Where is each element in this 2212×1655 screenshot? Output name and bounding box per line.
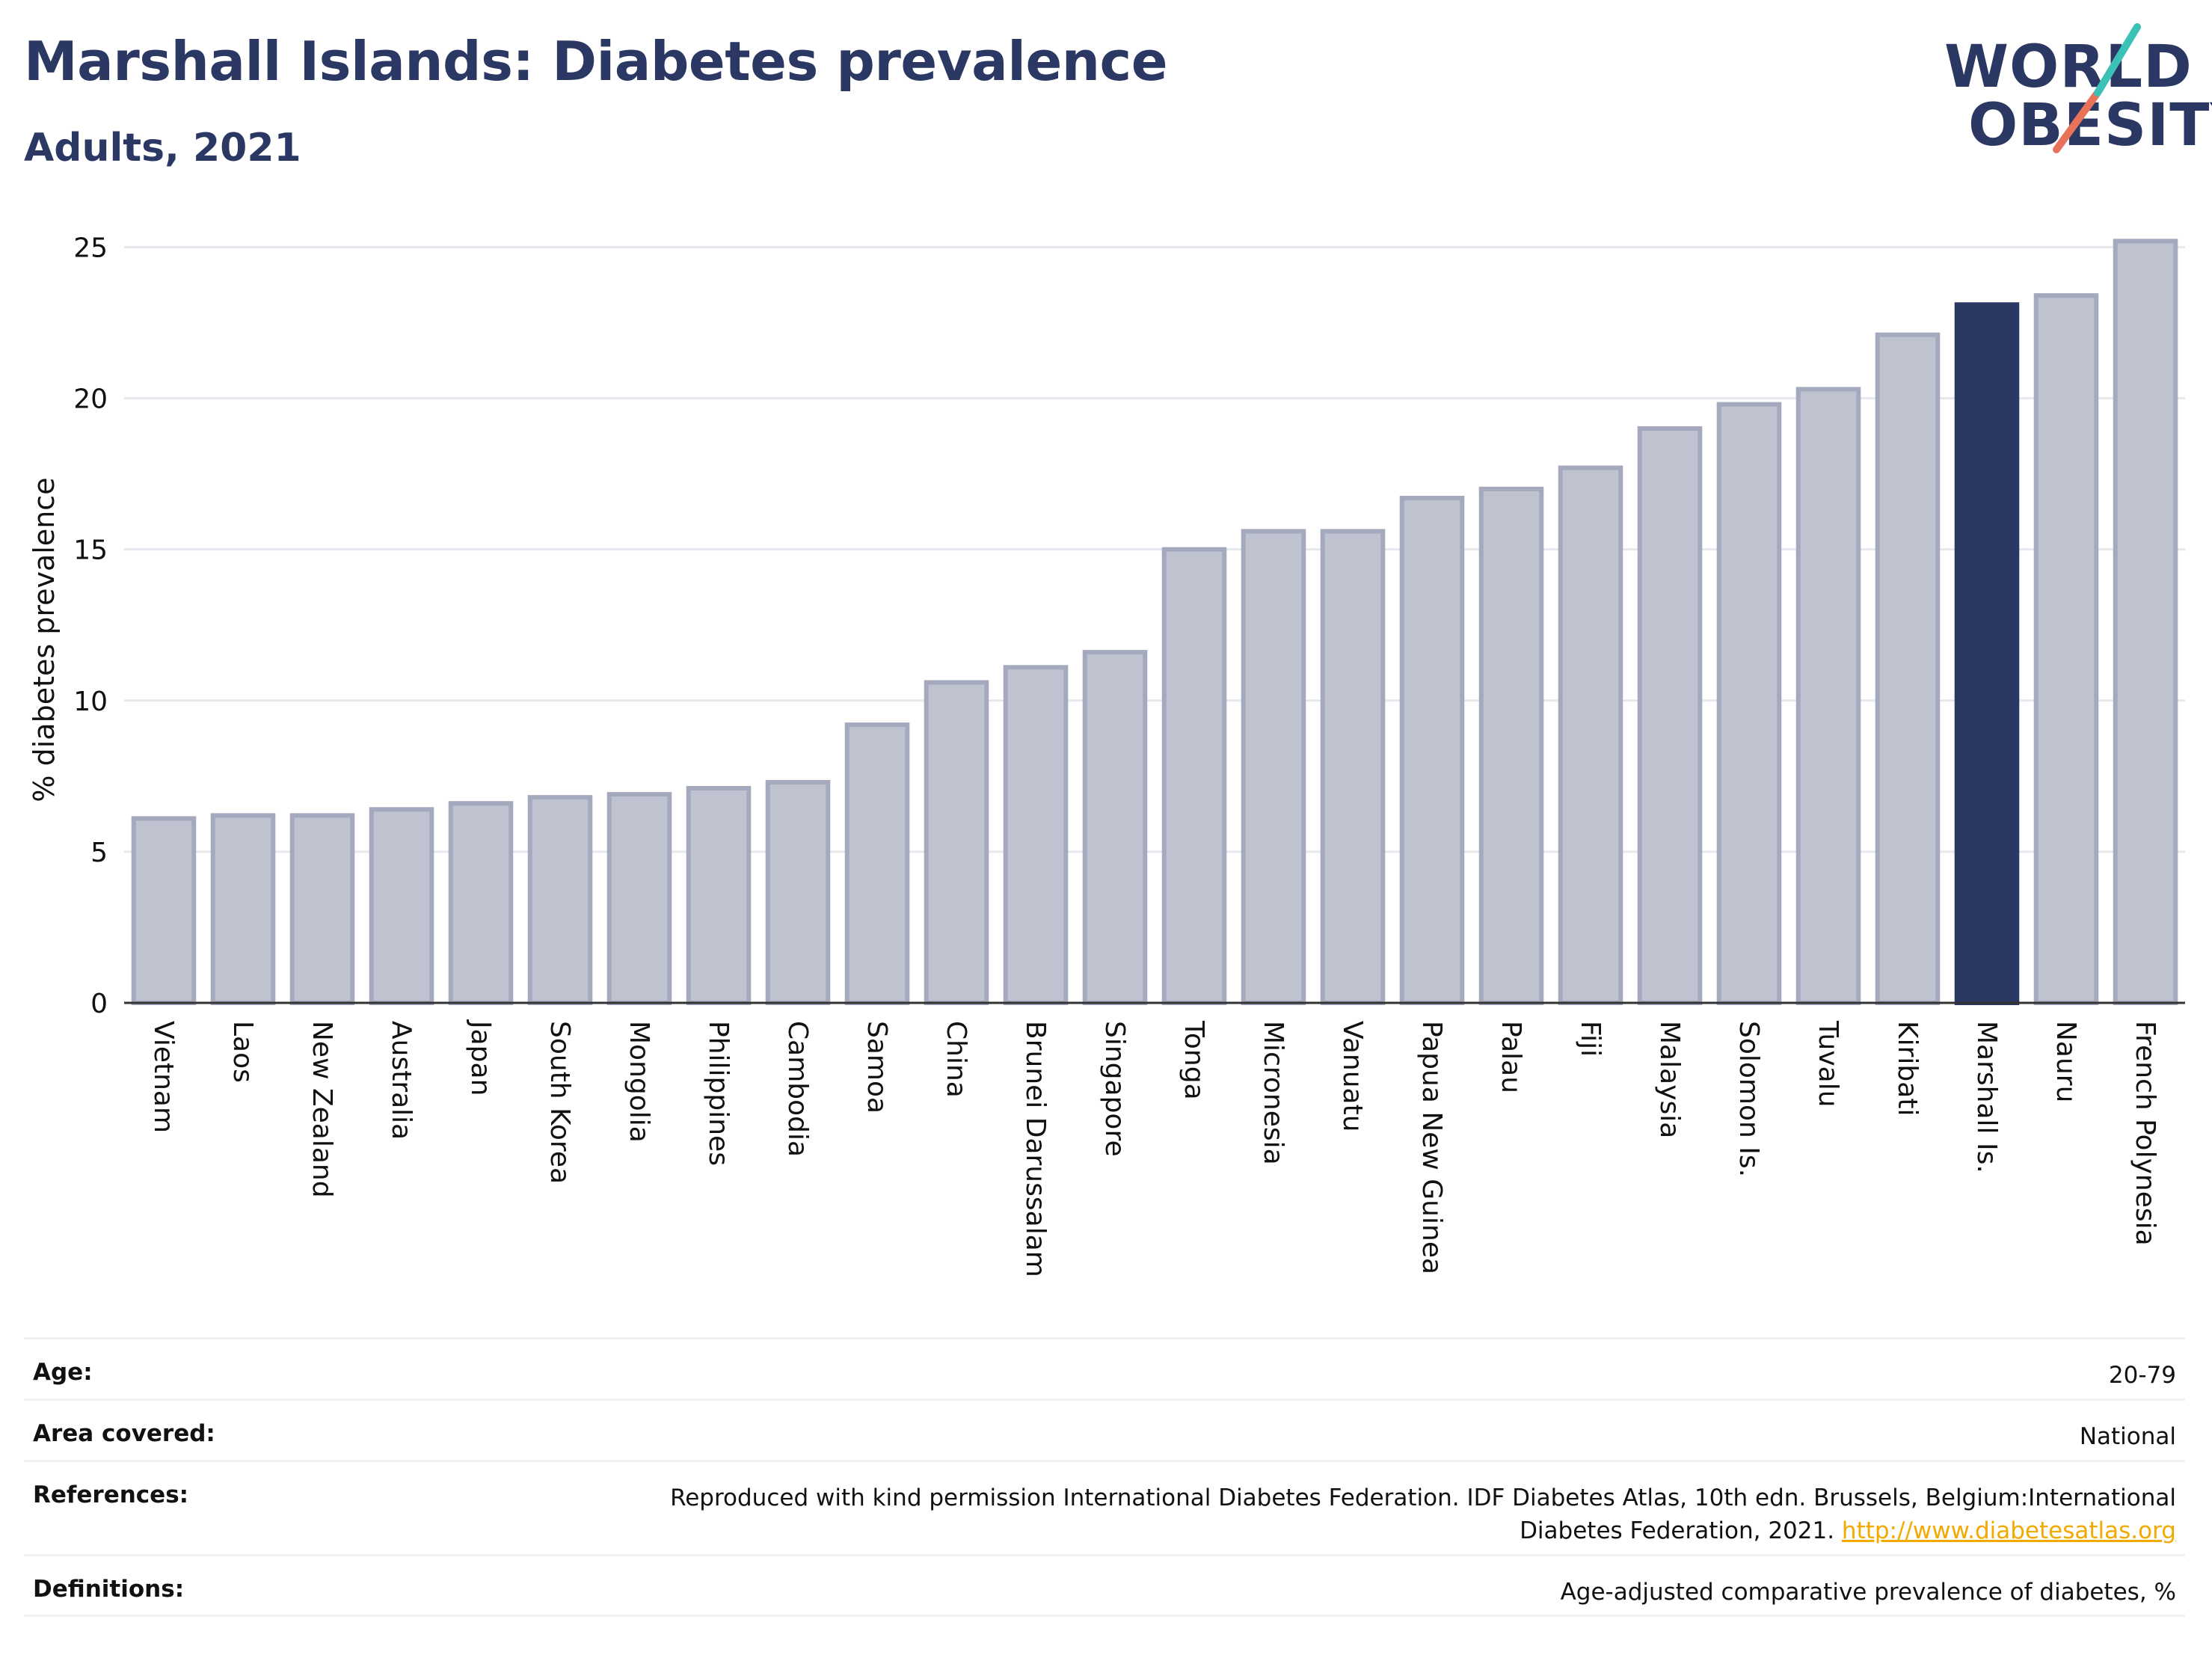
info-value: Reproduced with kind permission Internat… xyxy=(643,1462,2176,1547)
references-text: Reproduced with kind permission Internat… xyxy=(670,1484,2176,1544)
x-tick-label: Philippines xyxy=(703,1021,734,1166)
bar-tuvalu[interactable] xyxy=(1795,387,1861,1005)
x-tick-label: Palau xyxy=(1496,1021,1526,1093)
bar-philippines[interactable] xyxy=(686,785,752,1005)
y-tick-label: 25 xyxy=(73,233,108,263)
x-tick-label: Japan xyxy=(465,1019,496,1096)
bar-marshall-is[interactable] xyxy=(1954,302,2020,1005)
chart-subtitle: Adults, 2021 xyxy=(24,126,301,171)
info-row-area: Area covered: National xyxy=(24,1398,2185,1460)
x-tick-label: New Zealand xyxy=(307,1021,337,1198)
bar-brunei-darussalam[interactable] xyxy=(1003,665,1069,1005)
bar-micronesia[interactable] xyxy=(1241,529,1306,1005)
info-value: 20-79 xyxy=(2108,1362,2176,1389)
bar-japan[interactable] xyxy=(448,801,514,1005)
x-tick-label: Marshall Is. xyxy=(1971,1021,2002,1173)
x-tick-label: Tonga xyxy=(1179,1020,1209,1100)
bar-new-zealand[interactable] xyxy=(289,813,355,1006)
x-tick-label: Kiribati xyxy=(1892,1021,1923,1116)
y-axis-ticks: 0 5 10 15 20 25 xyxy=(73,233,108,1019)
bar-malaysia[interactable] xyxy=(1637,426,1703,1005)
bar-vanuatu[interactable] xyxy=(1320,529,1386,1005)
x-tick-label: Malaysia xyxy=(1654,1021,1685,1138)
bar-french-polynesia[interactable] xyxy=(2113,239,2178,1006)
x-tick-label: Papua New Guinea xyxy=(1416,1021,1447,1274)
info-label: Area covered: xyxy=(33,1420,215,1447)
references-link[interactable]: http://www.diabetesatlas.org xyxy=(1841,1517,2176,1544)
y-tick-label: 20 xyxy=(73,384,108,415)
bar-south-korea[interactable] xyxy=(527,795,593,1005)
info-label: Age: xyxy=(33,1359,93,1386)
x-tick-label: South Korea xyxy=(544,1021,575,1184)
bars xyxy=(131,239,2178,1006)
bar-laos[interactable] xyxy=(210,813,276,1006)
x-tick-label: Nauru xyxy=(2050,1021,2081,1102)
x-tick-label: Tuvalu xyxy=(1813,1020,1843,1108)
y-tick-label: 0 xyxy=(90,989,108,1019)
info-row-definitions: Definitions: Age-adjusted comparative pr… xyxy=(24,1554,2185,1617)
logo-slash-icon xyxy=(2053,23,2141,153)
x-tick-label: Solomon Is. xyxy=(1733,1021,1764,1177)
bar-mongolia[interactable] xyxy=(606,792,672,1006)
bar-singapore[interactable] xyxy=(1082,650,1148,1005)
x-tick-label: French Polynesia xyxy=(2130,1021,2160,1246)
logo-line-1: WORLD xyxy=(1944,34,2193,101)
info-table: Age: 20-79 Area covered: National Refere… xyxy=(24,1337,2185,1617)
y-axis-label: % diabetes prevalence xyxy=(28,477,61,802)
x-tick-label: Cambodia xyxy=(782,1021,813,1157)
x-tick-label: Samoa xyxy=(861,1021,892,1114)
x-tick-label: Vanuatu xyxy=(1337,1021,1368,1132)
x-tick-label: Laos xyxy=(227,1021,258,1083)
info-label: Definitions: xyxy=(33,1576,185,1603)
x-tick-label: Mongolia xyxy=(624,1021,654,1143)
bar-vietnam[interactable] xyxy=(131,816,197,1005)
info-value: Age-adjusted comparative prevalence of d… xyxy=(1560,1579,2176,1606)
x-tick-label: China xyxy=(941,1021,971,1098)
chart-title: Marshall Islands: Diabetes prevalence xyxy=(24,30,1168,93)
bar-australia[interactable] xyxy=(369,807,434,1006)
bar-papua-new-guinea[interactable] xyxy=(1399,495,1465,1005)
info-label: References: xyxy=(33,1481,189,1508)
info-value: National xyxy=(2079,1423,2176,1450)
world-obesity-logo[interactable]: WORLD OBESITY xyxy=(1944,21,2212,163)
bar-solomon-is[interactable] xyxy=(1716,402,1782,1005)
bar-samoa[interactable] xyxy=(844,722,910,1005)
bar-kiribati[interactable] xyxy=(1875,332,1941,1005)
x-tick-label: Fiji xyxy=(1575,1021,1606,1057)
y-tick-label: 10 xyxy=(73,687,108,717)
y-tick-label: 5 xyxy=(90,838,108,868)
bar-china[interactable] xyxy=(924,680,989,1005)
bar-tonga[interactable] xyxy=(1161,547,1227,1005)
x-tick-label: Brunei Darussalam xyxy=(1020,1021,1051,1277)
bar-chart: 0 5 10 15 20 25 Vietnam Laos New Zealand Austral… xyxy=(28,233,2185,1277)
x-tick-label: Micronesia xyxy=(1258,1021,1288,1165)
x-tick-label: Australia xyxy=(386,1021,417,1140)
x-axis-labels: Vietnam Laos New Zealand Australia Japan Sout… xyxy=(148,1019,2160,1277)
bar-nauru[interactable] xyxy=(2033,293,2099,1006)
x-tick-label: Singapore xyxy=(1099,1021,1130,1157)
bar-cambodia[interactable] xyxy=(765,779,831,1005)
bar-palau[interactable] xyxy=(1478,486,1544,1005)
bar-fiji[interactable] xyxy=(1558,465,1623,1005)
info-row-references: References: Reproduced with kind permiss… xyxy=(24,1460,2185,1554)
x-tick-label: Vietnam xyxy=(148,1021,179,1133)
info-row-age: Age: 20-79 xyxy=(24,1337,2185,1398)
y-tick-label: 15 xyxy=(73,535,108,566)
